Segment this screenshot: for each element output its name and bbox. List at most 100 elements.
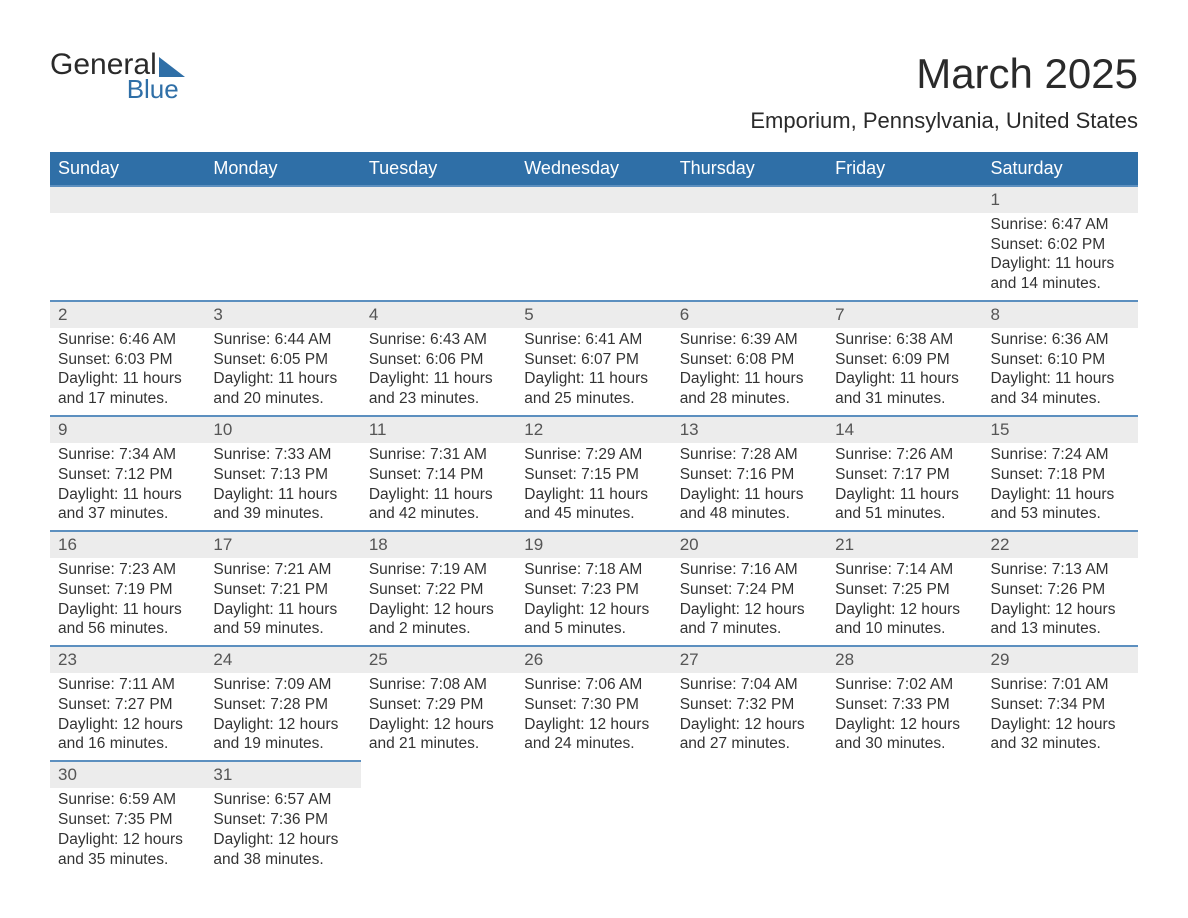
daylight-text: Daylight: 11 hours	[369, 485, 508, 505]
daylight-text: Daylight: 12 hours	[58, 715, 197, 735]
daylight-text: Daylight: 11 hours	[835, 369, 974, 389]
col-saturday: Saturday	[983, 152, 1138, 186]
sunset-text: Sunset: 7:16 PM	[680, 465, 819, 485]
sunset-text: Sunset: 7:19 PM	[58, 580, 197, 600]
day-number: 5	[516, 302, 671, 328]
daylight-text: and 48 minutes.	[680, 504, 819, 524]
day-details: Sunrise: 7:29 AMSunset: 7:15 PMDaylight:…	[516, 443, 671, 530]
day-details: Sunrise: 6:46 AMSunset: 6:03 PMDaylight:…	[50, 328, 205, 415]
sunrise-text: Sunrise: 6:43 AM	[369, 330, 508, 350]
sunrise-text: Sunrise: 7:19 AM	[369, 560, 508, 580]
calendar-day: 13Sunrise: 7:28 AMSunset: 7:16 PMDayligh…	[672, 416, 827, 531]
calendar-day: 6Sunrise: 6:39 AMSunset: 6:08 PMDaylight…	[672, 301, 827, 416]
calendar-table: Sunday Monday Tuesday Wednesday Thursday…	[50, 152, 1138, 875]
sunset-text: Sunset: 7:36 PM	[213, 810, 352, 830]
calendar-day: 4Sunrise: 6:43 AMSunset: 6:06 PMDaylight…	[361, 301, 516, 416]
day-details: Sunrise: 7:16 AMSunset: 7:24 PMDaylight:…	[672, 558, 827, 645]
col-wednesday: Wednesday	[516, 152, 671, 186]
daylight-text: and 45 minutes.	[524, 504, 663, 524]
daylight-text: Daylight: 11 hours	[680, 369, 819, 389]
day-details: Sunrise: 7:13 AMSunset: 7:26 PMDaylight:…	[983, 558, 1138, 645]
calendar-day: 25Sunrise: 7:08 AMSunset: 7:29 PMDayligh…	[361, 646, 516, 761]
daylight-text: and 14 minutes.	[991, 274, 1130, 294]
day-number: 25	[361, 647, 516, 673]
day-details: Sunrise: 6:59 AMSunset: 7:35 PMDaylight:…	[50, 788, 205, 875]
calendar-week: 30Sunrise: 6:59 AMSunset: 7:35 PMDayligh…	[50, 761, 1138, 875]
sunrise-text: Sunrise: 7:16 AM	[680, 560, 819, 580]
daylight-text: and 32 minutes.	[991, 734, 1130, 754]
day-number: 27	[672, 647, 827, 673]
sunrise-text: Sunrise: 7:34 AM	[58, 445, 197, 465]
sunset-text: Sunset: 6:02 PM	[991, 235, 1130, 255]
daylight-text: and 25 minutes.	[524, 389, 663, 409]
daylight-text: and 5 minutes.	[524, 619, 663, 639]
sunrise-text: Sunrise: 6:39 AM	[680, 330, 819, 350]
daylight-text: and 56 minutes.	[58, 619, 197, 639]
sunrise-text: Sunrise: 6:57 AM	[213, 790, 352, 810]
day-details: Sunrise: 7:04 AMSunset: 7:32 PMDaylight:…	[672, 673, 827, 760]
sunset-text: Sunset: 7:28 PM	[213, 695, 352, 715]
day-details: Sunrise: 6:43 AMSunset: 6:06 PMDaylight:…	[361, 328, 516, 415]
sunset-text: Sunset: 6:08 PM	[680, 350, 819, 370]
day-number: 12	[516, 417, 671, 443]
col-thursday: Thursday	[672, 152, 827, 186]
daylight-text: Daylight: 11 hours	[524, 485, 663, 505]
daylight-text: and 19 minutes.	[213, 734, 352, 754]
daylight-text: and 21 minutes.	[369, 734, 508, 754]
day-number: 3	[205, 302, 360, 328]
daylight-text: Daylight: 12 hours	[991, 715, 1130, 735]
day-number: 31	[205, 762, 360, 788]
daylight-text: and 7 minutes.	[680, 619, 819, 639]
sunrise-text: Sunrise: 7:18 AM	[524, 560, 663, 580]
daylight-text: and 53 minutes.	[991, 504, 1130, 524]
sunrise-text: Sunrise: 7:26 AM	[835, 445, 974, 465]
calendar-day: 19Sunrise: 7:18 AMSunset: 7:23 PMDayligh…	[516, 531, 671, 646]
col-tuesday: Tuesday	[361, 152, 516, 186]
sunset-text: Sunset: 7:34 PM	[991, 695, 1130, 715]
sunset-text: Sunset: 6:03 PM	[58, 350, 197, 370]
daylight-text: Daylight: 12 hours	[524, 715, 663, 735]
sunrise-text: Sunrise: 6:46 AM	[58, 330, 197, 350]
calendar-day: 12Sunrise: 7:29 AMSunset: 7:15 PMDayligh…	[516, 416, 671, 531]
daylight-text: Daylight: 11 hours	[680, 485, 819, 505]
day-details: Sunrise: 6:38 AMSunset: 6:09 PMDaylight:…	[827, 328, 982, 415]
logo-word2: Blue	[127, 76, 179, 102]
sunrise-text: Sunrise: 7:01 AM	[991, 675, 1130, 695]
day-details: Sunrise: 6:44 AMSunset: 6:05 PMDaylight:…	[205, 328, 360, 415]
sunrise-text: Sunrise: 7:13 AM	[991, 560, 1130, 580]
sunset-text: Sunset: 6:05 PM	[213, 350, 352, 370]
daylight-text: and 17 minutes.	[58, 389, 197, 409]
sunrise-text: Sunrise: 7:29 AM	[524, 445, 663, 465]
calendar-week: 2Sunrise: 6:46 AMSunset: 6:03 PMDaylight…	[50, 301, 1138, 416]
daylight-text: Daylight: 12 hours	[835, 600, 974, 620]
sunset-text: Sunset: 7:27 PM	[58, 695, 197, 715]
sunrise-text: Sunrise: 7:24 AM	[991, 445, 1130, 465]
day-number: 17	[205, 532, 360, 558]
sunrise-text: Sunrise: 7:02 AM	[835, 675, 974, 695]
calendar-day: 2Sunrise: 6:46 AMSunset: 6:03 PMDaylight…	[50, 301, 205, 416]
daylight-text: Daylight: 12 hours	[680, 715, 819, 735]
sunset-text: Sunset: 7:25 PM	[835, 580, 974, 600]
sunrise-text: Sunrise: 6:38 AM	[835, 330, 974, 350]
daylight-text: and 23 minutes.	[369, 389, 508, 409]
sunrise-text: Sunrise: 7:33 AM	[213, 445, 352, 465]
calendar-day	[672, 186, 827, 301]
calendar-day: 30Sunrise: 6:59 AMSunset: 7:35 PMDayligh…	[50, 761, 205, 875]
day-details: Sunrise: 7:01 AMSunset: 7:34 PMDaylight:…	[983, 673, 1138, 760]
daylight-text: Daylight: 12 hours	[369, 715, 508, 735]
daylight-text: Daylight: 11 hours	[991, 485, 1130, 505]
calendar-day	[50, 186, 205, 301]
day-number: 22	[983, 532, 1138, 558]
sunset-text: Sunset: 7:14 PM	[369, 465, 508, 485]
calendar-day	[516, 761, 671, 875]
day-number: 15	[983, 417, 1138, 443]
day-number	[672, 187, 827, 213]
daylight-text: and 28 minutes.	[680, 389, 819, 409]
day-number: 8	[983, 302, 1138, 328]
day-number: 29	[983, 647, 1138, 673]
sunrise-text: Sunrise: 7:28 AM	[680, 445, 819, 465]
daylight-text: and 38 minutes.	[213, 850, 352, 870]
daylight-text: Daylight: 11 hours	[369, 369, 508, 389]
day-number: 24	[205, 647, 360, 673]
calendar-day	[361, 761, 516, 875]
